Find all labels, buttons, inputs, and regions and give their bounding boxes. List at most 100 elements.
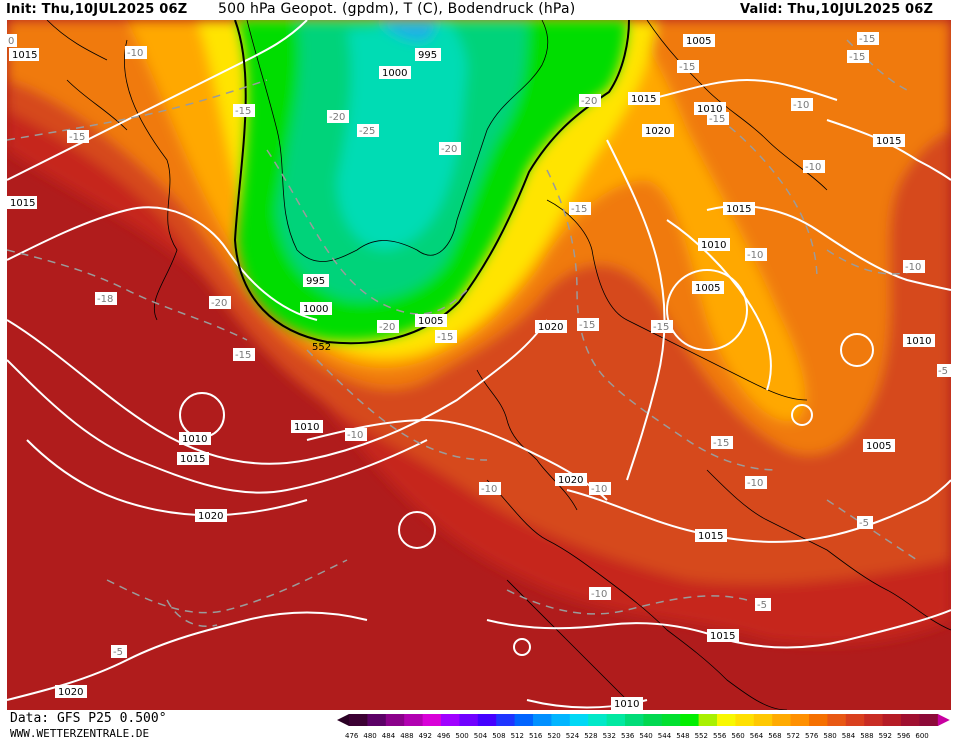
isotherm-label: -15	[435, 330, 457, 343]
scale-swatch	[385, 714, 405, 726]
scale-tick-label: 552	[695, 732, 708, 740]
isotherm-label: -15	[651, 320, 673, 333]
svg-text:-15: -15	[859, 34, 875, 45]
scale-tick-label: 540	[639, 732, 652, 740]
isotherm-label: -15	[677, 60, 699, 73]
isotherm-label: -5	[937, 364, 951, 377]
isobar-label: 995	[303, 274, 329, 287]
scale-tick-label: 500	[455, 732, 468, 740]
svg-text:1000: 1000	[303, 304, 328, 315]
scale-tick-label: 576	[805, 732, 819, 740]
isotherm-label: -10	[745, 248, 767, 261]
scale-swatch	[864, 714, 884, 726]
svg-text:-20: -20	[379, 322, 395, 333]
svg-text:-15: -15	[653, 322, 669, 333]
isobar-label: 1005	[863, 439, 895, 452]
scale-tick-label: 524	[566, 732, 580, 740]
svg-text:-15: -15	[235, 106, 251, 117]
svg-text:-10: -10	[481, 484, 497, 495]
svg-text:-18: -18	[97, 294, 113, 305]
isobar-label: 1010	[694, 102, 726, 115]
isobar-label: 1010	[611, 697, 643, 710]
svg-text:-20: -20	[211, 298, 227, 309]
chart-header: Init: Thu,10JUL2025 06Z 500 hPa Geopot. …	[0, 0, 959, 20]
scale-swatch	[735, 714, 755, 726]
scale-swatch	[790, 714, 810, 726]
svg-text:1015: 1015	[180, 454, 205, 465]
scale-tick-label: 492	[419, 732, 432, 740]
svg-text:-15: -15	[713, 438, 729, 449]
isotherm-label: -10	[903, 260, 925, 273]
scale-swatch	[809, 714, 828, 726]
svg-text:-10: -10	[905, 262, 921, 273]
scale-swatch	[459, 714, 479, 726]
scale-swatch	[827, 714, 847, 726]
scale-swatch	[569, 714, 589, 726]
geopot-label: 552	[312, 342, 331, 353]
isobar-label: 1020	[642, 124, 674, 137]
isotherm-label: -20	[439, 142, 461, 155]
scale-tick-label: 564	[750, 732, 764, 740]
website: WWW.WETTERZENTRALE.DE	[10, 727, 150, 740]
scale-tick-label: 504	[474, 732, 488, 740]
isotherm-label: -15	[577, 318, 599, 331]
isotherm-label: -10	[745, 476, 767, 489]
scale-swatch	[514, 714, 534, 726]
scale-tick-label: 476	[345, 732, 359, 740]
svg-text:1005: 1005	[686, 36, 711, 47]
isotherm-label: -10	[589, 482, 611, 495]
scale-swatch	[680, 714, 700, 726]
isotherm-label: -15	[857, 32, 879, 45]
isobar-label: 995	[415, 48, 441, 61]
scale-swatch	[496, 714, 516, 726]
svg-text:-10: -10	[747, 250, 763, 261]
svg-text:995: 995	[306, 276, 325, 287]
svg-text:-15: -15	[437, 332, 453, 343]
svg-text:1010: 1010	[614, 699, 639, 710]
scale-swatch	[422, 714, 442, 726]
svg-text:-15: -15	[679, 62, 695, 73]
isobar-label: 1000	[379, 66, 411, 79]
isobar-label: 1015	[873, 134, 905, 147]
scale-swatch	[477, 714, 497, 726]
scale-swatch	[588, 714, 608, 726]
svg-text:-5: -5	[113, 647, 123, 658]
scale-arrow-right	[937, 714, 950, 726]
scale-swatch	[551, 714, 571, 726]
isobar-label: 1015	[9, 48, 39, 61]
scale-tick-label: 572	[787, 732, 800, 740]
geopot-536	[377, 20, 437, 41]
isotherm-label: -10	[803, 160, 825, 173]
isobar-label: 1015	[707, 629, 739, 642]
scale-tick-label: 568	[768, 732, 781, 740]
svg-text:-20: -20	[581, 96, 597, 107]
svg-text:1015: 1015	[12, 50, 37, 61]
isotherm-label: -20	[209, 296, 231, 309]
svg-text:-10: -10	[793, 100, 809, 111]
isobar-label: 1015	[723, 202, 755, 215]
scale-swatch	[367, 714, 387, 726]
isobar-label: 1010	[698, 238, 730, 251]
svg-text:-5: -5	[757, 600, 767, 611]
svg-text:1005: 1005	[695, 283, 720, 294]
isobar-label: 1020	[55, 685, 87, 698]
isotherm-label: 0	[7, 34, 17, 47]
isobar-label: 1010	[291, 420, 323, 433]
svg-text:-10: -10	[805, 162, 821, 173]
scale-tick-label: 488	[400, 732, 413, 740]
scale-swatch	[643, 714, 663, 726]
scale-swatch	[404, 714, 424, 726]
scale-tick-label: 528	[584, 732, 597, 740]
svg-text:1020: 1020	[558, 475, 583, 486]
scale-tick-label: 508	[492, 732, 505, 740]
scale-arrow-left	[337, 714, 349, 726]
svg-text:-25: -25	[359, 126, 375, 137]
scale-swatch	[753, 714, 773, 726]
isotherm-label: -18	[95, 292, 117, 305]
svg-text:1010: 1010	[697, 104, 722, 115]
svg-text:1000: 1000	[382, 68, 407, 79]
svg-text:-5: -5	[859, 518, 869, 529]
scale-tick-label: 536	[621, 732, 635, 740]
chart-title: 500 hPa Geopot. (gpdm), T (C), Bodendruc…	[218, 1, 576, 17]
svg-text:552: 552	[312, 342, 331, 353]
